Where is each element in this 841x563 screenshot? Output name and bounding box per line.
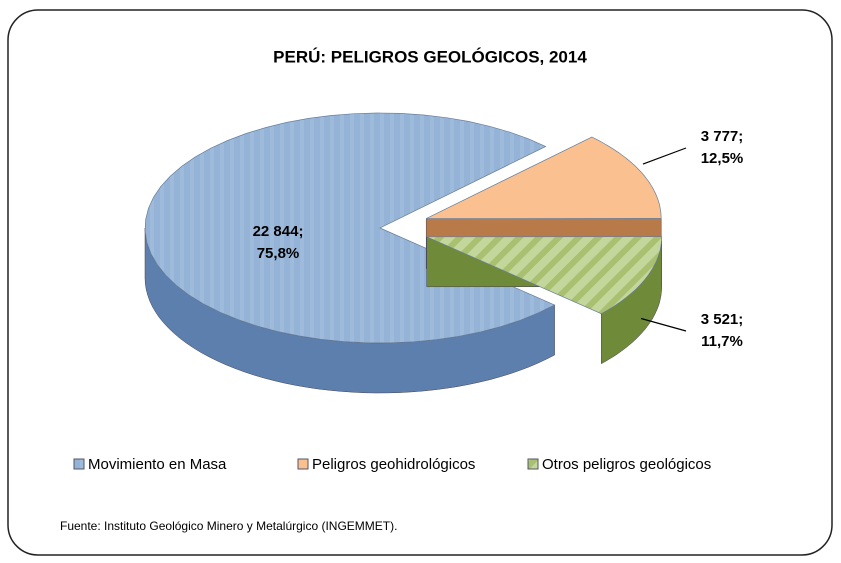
- data-label: 11,7%: [701, 333, 743, 350]
- legend-swatch: [527, 458, 539, 470]
- legend-label: Peligros geohidrológicos: [312, 456, 475, 473]
- slice: [426, 136, 662, 219]
- data-label: 22 844;: [253, 223, 304, 240]
- data-label: 75,8%: [257, 245, 300, 262]
- leader-line: [640, 317, 687, 332]
- legend-label: Movimiento en Masa: [88, 456, 227, 473]
- data-label: 3 521;: [701, 311, 744, 328]
- leader-line: [642, 147, 687, 165]
- source-note: Fuente: Instituto Geológico Minero y Met…: [60, 519, 397, 533]
- data-label: 3 777;: [701, 128, 744, 145]
- legend-swatch: [297, 458, 309, 470]
- chart-title: PERÚ: PELIGROS GEOLÓGICOS, 2014: [273, 47, 587, 66]
- data-label: 12,5%: [701, 150, 744, 167]
- legend-label: Otros peligros geológicos: [542, 456, 711, 473]
- legend-swatch: [73, 458, 85, 470]
- slice: [426, 236, 663, 315]
